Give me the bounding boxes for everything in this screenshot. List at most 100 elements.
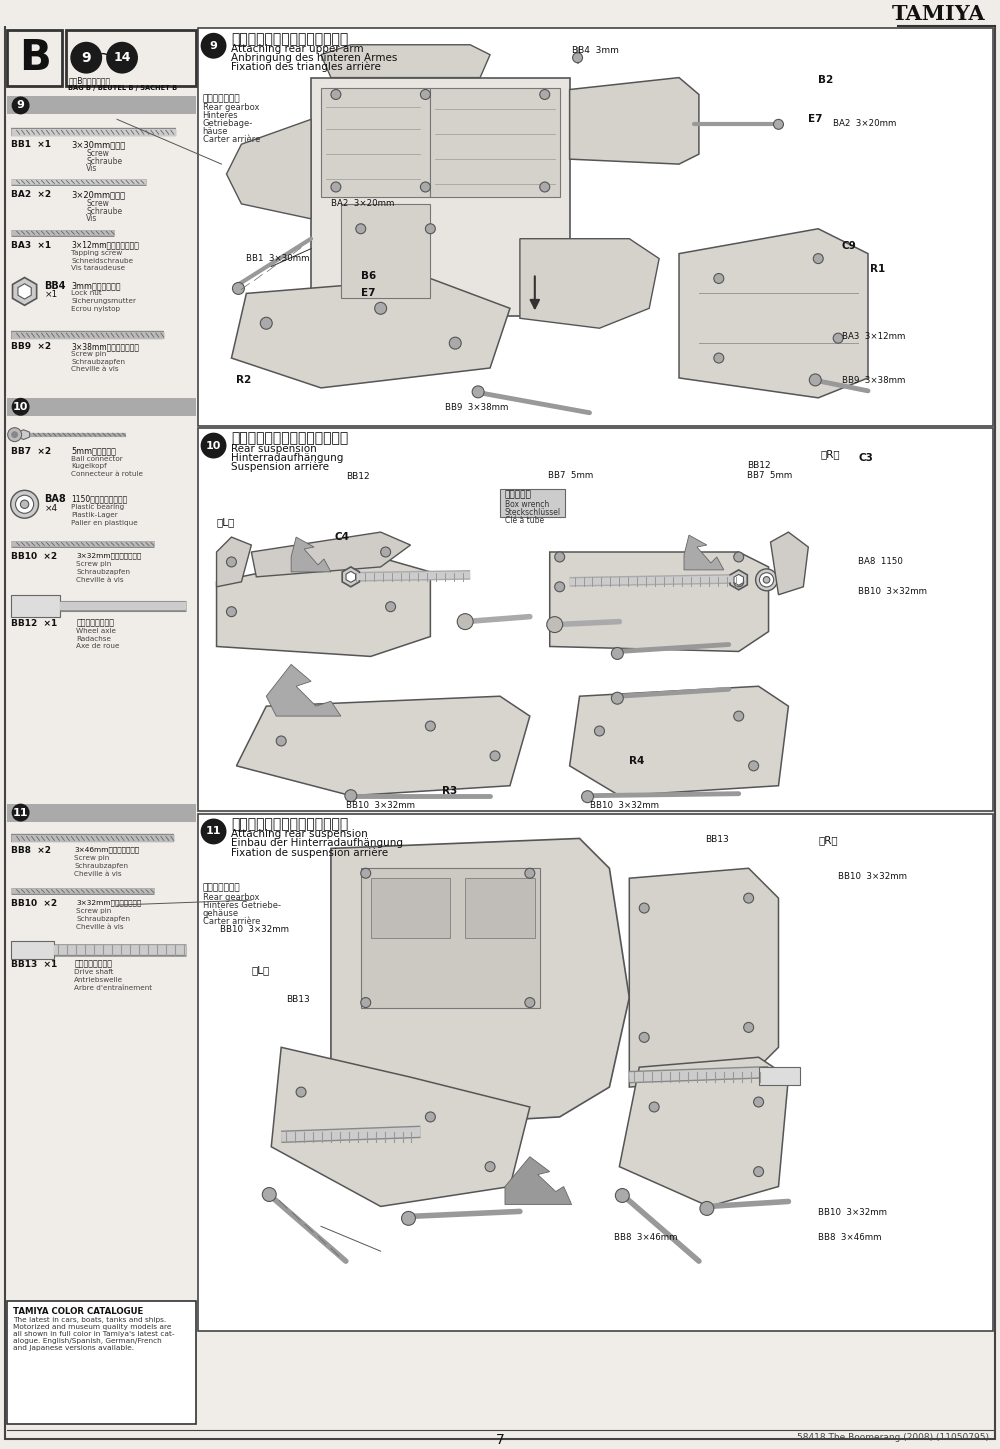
Text: Schraubzapfen: Schraubzapfen bbox=[76, 569, 130, 575]
Bar bbox=[66, 30, 196, 85]
Circle shape bbox=[754, 1097, 764, 1107]
Text: Plastik-Lager: Plastik-Lager bbox=[71, 511, 118, 519]
Circle shape bbox=[420, 90, 430, 100]
Text: BB7  ×2: BB7 ×2 bbox=[11, 446, 51, 455]
Circle shape bbox=[639, 903, 649, 913]
Circle shape bbox=[260, 317, 272, 329]
Text: BA8  1150: BA8 1150 bbox=[858, 556, 903, 567]
Text: 3mmロックナット: 3mmロックナット bbox=[71, 281, 121, 290]
Text: BB1  3×30mm: BB1 3×30mm bbox=[246, 254, 310, 262]
Text: Clé à tube: Clé à tube bbox=[505, 516, 544, 525]
Circle shape bbox=[611, 693, 623, 704]
Bar bbox=[7, 804, 196, 822]
Text: Antriebswelle: Antriebswelle bbox=[74, 977, 123, 982]
Text: Screw: Screw bbox=[86, 149, 109, 158]
Text: Schraubzapfen: Schraubzapfen bbox=[71, 359, 125, 365]
Circle shape bbox=[744, 893, 754, 903]
Circle shape bbox=[457, 614, 473, 629]
Polygon shape bbox=[217, 538, 251, 587]
Circle shape bbox=[381, 548, 391, 556]
Circle shape bbox=[296, 1087, 306, 1097]
Circle shape bbox=[490, 751, 500, 761]
Text: Screw pin: Screw pin bbox=[76, 561, 112, 567]
Text: ×1: ×1 bbox=[44, 290, 58, 300]
Text: Fixation de suspension arrière: Fixation de suspension arrière bbox=[231, 848, 389, 858]
Bar bbox=[198, 28, 993, 426]
Circle shape bbox=[759, 572, 774, 587]
Circle shape bbox=[70, 42, 102, 74]
Text: 3×12mmタッピングビス: 3×12mmタッピングビス bbox=[71, 241, 139, 249]
Text: Ball connector: Ball connector bbox=[71, 455, 123, 462]
Text: Arbre d'entraînement: Arbre d'entraînement bbox=[74, 985, 152, 991]
Text: BB8  ×2: BB8 ×2 bbox=[11, 846, 51, 855]
Circle shape bbox=[425, 1111, 435, 1122]
Text: Fixation des triangles arrière: Fixation des triangles arrière bbox=[231, 62, 381, 72]
Text: BB8  3×46mm: BB8 3×46mm bbox=[614, 1233, 678, 1242]
Polygon shape bbox=[520, 239, 659, 329]
Text: Connecteur à rotule: Connecteur à rotule bbox=[71, 471, 143, 477]
Text: 《L》: 《L》 bbox=[251, 965, 270, 975]
Circle shape bbox=[375, 303, 387, 314]
Circle shape bbox=[555, 552, 565, 562]
Text: 《R》: 《R》 bbox=[818, 836, 838, 845]
Circle shape bbox=[744, 1023, 754, 1032]
Circle shape bbox=[8, 427, 22, 442]
Bar bbox=[198, 427, 993, 810]
Text: Hinterradaufhängung: Hinterradaufhängung bbox=[231, 452, 344, 462]
Circle shape bbox=[813, 254, 823, 264]
Text: Hinteres: Hinteres bbox=[203, 112, 238, 120]
Text: BA3  ×1: BA3 ×1 bbox=[11, 241, 51, 249]
Circle shape bbox=[226, 556, 236, 567]
Bar bbox=[361, 868, 540, 1007]
Text: B2: B2 bbox=[818, 74, 834, 84]
Text: Sicherungsmutter: Sicherungsmutter bbox=[71, 298, 136, 304]
Polygon shape bbox=[251, 532, 410, 577]
Text: BB7  5mm: BB7 5mm bbox=[747, 471, 792, 481]
Text: BB12  ×1: BB12 ×1 bbox=[11, 619, 57, 627]
Bar bbox=[321, 87, 430, 197]
Text: R4: R4 bbox=[629, 756, 645, 767]
Text: Kugelkopf: Kugelkopf bbox=[71, 464, 107, 469]
Text: C3: C3 bbox=[858, 452, 873, 462]
Text: E7: E7 bbox=[808, 114, 823, 125]
Bar bbox=[311, 78, 570, 316]
Circle shape bbox=[754, 1166, 764, 1177]
Polygon shape bbox=[550, 552, 769, 652]
Text: Rear gearbox: Rear gearbox bbox=[203, 893, 259, 903]
Polygon shape bbox=[291, 538, 331, 572]
Text: Getriebage-: Getriebage- bbox=[203, 119, 253, 129]
Circle shape bbox=[106, 42, 138, 74]
Text: BA3  3×12mm: BA3 3×12mm bbox=[842, 332, 906, 341]
Text: R2: R2 bbox=[236, 375, 252, 385]
Text: Cheville à vis: Cheville à vis bbox=[74, 871, 122, 877]
Polygon shape bbox=[505, 1156, 572, 1204]
Text: Rear gearbox: Rear gearbox bbox=[203, 103, 259, 113]
Text: Lock nut: Lock nut bbox=[71, 290, 102, 297]
Text: Screw pin: Screw pin bbox=[74, 855, 110, 861]
Circle shape bbox=[420, 183, 430, 191]
Text: 3×20mm丸ビス: 3×20mm丸ビス bbox=[71, 190, 125, 199]
Bar bbox=[7, 30, 62, 85]
Text: BB10  3×32mm: BB10 3×32mm bbox=[818, 1208, 887, 1217]
Text: 58418 The Boomerang (2008) (11050795): 58418 The Boomerang (2008) (11050795) bbox=[797, 1433, 989, 1442]
Text: 3×32mmスクリューピン: 3×32mmスクリューピン bbox=[76, 552, 142, 559]
Text: Steckschlüssel: Steckschlüssel bbox=[505, 509, 561, 517]
Text: BA8: BA8 bbox=[44, 494, 66, 504]
Text: The latest in cars, boats, tanks and ships.
Motorized and museum quality models : The latest in cars, boats, tanks and shi… bbox=[13, 1317, 174, 1350]
Text: Screw: Screw bbox=[86, 199, 109, 207]
Circle shape bbox=[639, 1032, 649, 1042]
Circle shape bbox=[11, 490, 39, 519]
Circle shape bbox=[20, 500, 29, 509]
Bar bbox=[3, 0, 997, 26]
Circle shape bbox=[12, 804, 30, 822]
Circle shape bbox=[582, 791, 593, 803]
Text: BB8  3×46mm: BB8 3×46mm bbox=[818, 1233, 882, 1242]
Polygon shape bbox=[734, 574, 743, 585]
Text: Schraubzapfen: Schraubzapfen bbox=[76, 916, 130, 922]
Text: ホイールアクスル: ホイールアクスル bbox=[76, 619, 114, 627]
Circle shape bbox=[833, 333, 843, 343]
Circle shape bbox=[734, 711, 744, 722]
Text: BA2  3×20mm: BA2 3×20mm bbox=[331, 199, 394, 207]
Text: Attaching rear upper arm: Attaching rear upper arm bbox=[231, 43, 364, 54]
Bar bbox=[759, 1068, 800, 1085]
